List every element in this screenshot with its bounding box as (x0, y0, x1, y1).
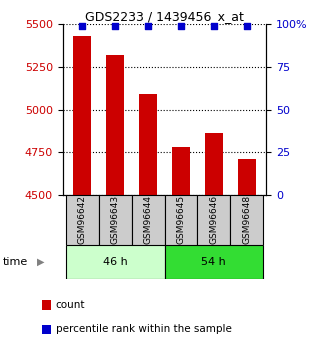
Text: count: count (56, 300, 85, 310)
Bar (230, 195, 263, 245)
Bar (99, 195, 132, 245)
Bar (165, 195, 197, 245)
Point (211, 23, 216, 29)
Bar (197, 195, 230, 245)
Text: percentile rank within the sample: percentile rank within the sample (56, 325, 231, 334)
Bar (66, 195, 99, 245)
Text: 46 h: 46 h (103, 257, 127, 267)
Bar (205, 134, 223, 195)
Title: GDS2233 / 1439456_x_at: GDS2233 / 1439456_x_at (85, 10, 244, 23)
Text: GSM96642: GSM96642 (78, 195, 87, 245)
Point (178, 23, 184, 29)
Text: GSM96648: GSM96648 (242, 195, 251, 245)
Text: ▶: ▶ (37, 257, 44, 267)
Point (80, 23, 85, 29)
Bar (106, 55, 124, 195)
Bar (139, 94, 157, 195)
Text: 54 h: 54 h (202, 257, 226, 267)
Text: time: time (3, 257, 29, 267)
Bar (73, 36, 91, 195)
Bar (172, 147, 190, 195)
Text: GSM96645: GSM96645 (177, 195, 186, 245)
Text: GSM96646: GSM96646 (209, 195, 218, 245)
Point (145, 23, 151, 29)
Bar (132, 195, 165, 245)
Bar (165, 245, 263, 279)
Text: GSM96644: GSM96644 (143, 195, 152, 245)
Text: GSM96643: GSM96643 (111, 195, 120, 245)
Bar (66, 245, 165, 279)
Point (244, 23, 249, 29)
Bar (238, 159, 256, 195)
Point (113, 23, 118, 29)
